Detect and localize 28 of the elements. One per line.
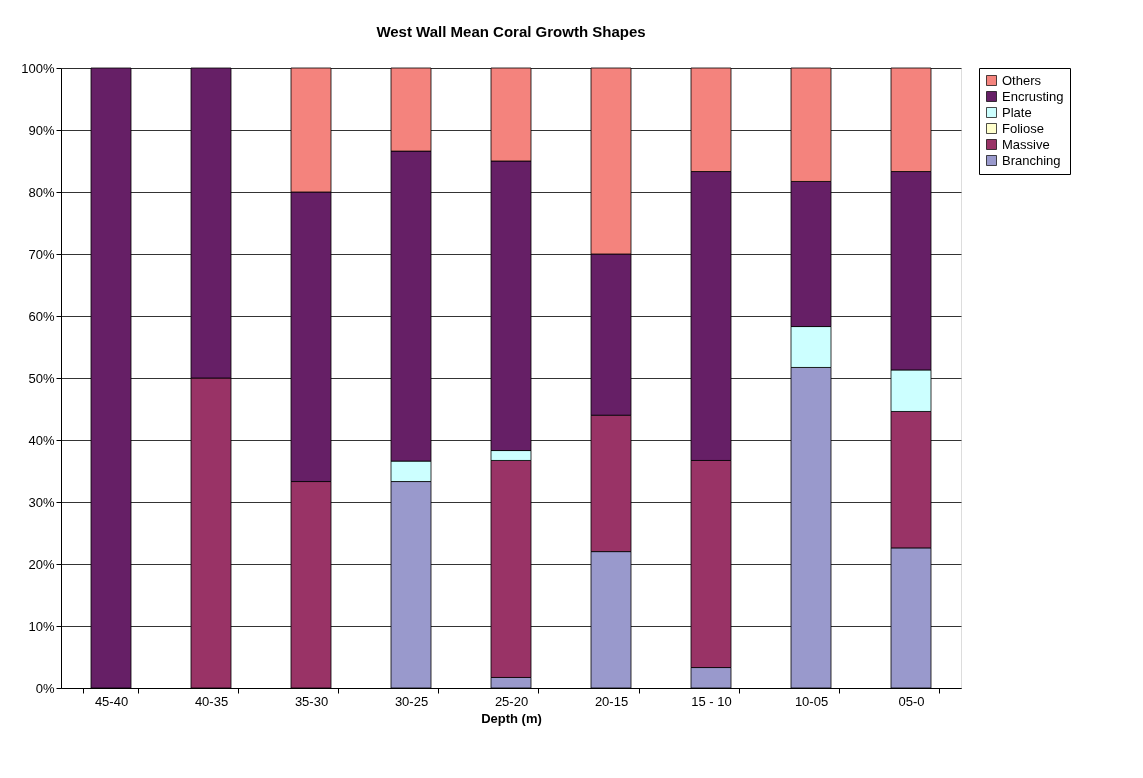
y-tick-label: 50% [28, 370, 55, 386]
y-tick-label: 0% [35, 680, 55, 696]
x-tick-label: 05-0 [898, 693, 925, 709]
x-tick-label: 25-20 [494, 693, 529, 709]
y-tick-label: 80% [28, 184, 55, 200]
legend-label: Massive [1002, 136, 1050, 152]
x-tick-label: 30-25 [394, 693, 429, 709]
legend-label: Encrusting [1002, 88, 1064, 104]
x-tick-label: 15 - 10 [691, 693, 732, 709]
y-tick-label: 10% [28, 618, 55, 634]
x-axis-title: Depth (m) [481, 710, 542, 726]
x-tick-label: 40-35 [194, 693, 229, 709]
legend-label: Foliose [1002, 120, 1044, 136]
legend-label: Branching [1002, 152, 1061, 168]
y-tick-label: 60% [28, 308, 55, 324]
x-tick-label: 35-30 [294, 693, 329, 709]
y-tick-label: 20% [28, 556, 55, 572]
chart-title: West Wall Mean Coral Growth Shapes [376, 23, 646, 40]
y-tick-label: 90% [28, 122, 55, 138]
legend-label: Plate [1002, 104, 1032, 120]
legend-label: Others [1002, 72, 1042, 88]
x-tick-label: 20-15 [594, 693, 629, 709]
y-tick-label: 70% [28, 246, 55, 262]
y-tick-label: 30% [28, 494, 55, 510]
x-tick-label: 10-05 [794, 693, 829, 709]
x-tick-label: 45-40 [94, 693, 129, 709]
y-tick-label: 40% [28, 432, 55, 448]
y-tick-label: 100% [21, 60, 55, 76]
